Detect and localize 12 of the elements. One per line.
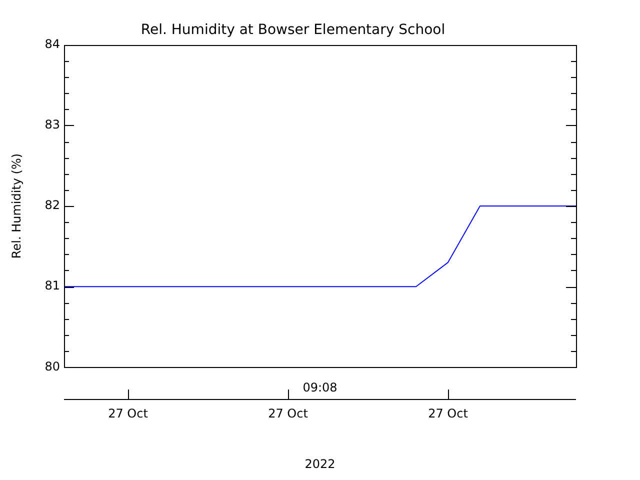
- y-axis-title: Rel. Humidity (%): [9, 153, 24, 259]
- x-tick-label: 27 Oct: [108, 406, 148, 421]
- y-tick-label: 81: [44, 278, 60, 293]
- y-tick-label: 83: [44, 118, 60, 132]
- x-axis-title: 2022: [304, 456, 336, 471]
- y-tick-label: 84: [44, 36, 60, 51]
- text: 09:08: [302, 380, 338, 395]
- x-tick-label: 27 Oct: [428, 406, 468, 421]
- x-tick-label: 27 Oct: [268, 406, 308, 421]
- y-tick-label: 80: [44, 359, 60, 374]
- y-tick-label: 82: [44, 198, 60, 212]
- chart-title: Rel. Humidity at Bowser Elementary School: [140, 22, 446, 38]
